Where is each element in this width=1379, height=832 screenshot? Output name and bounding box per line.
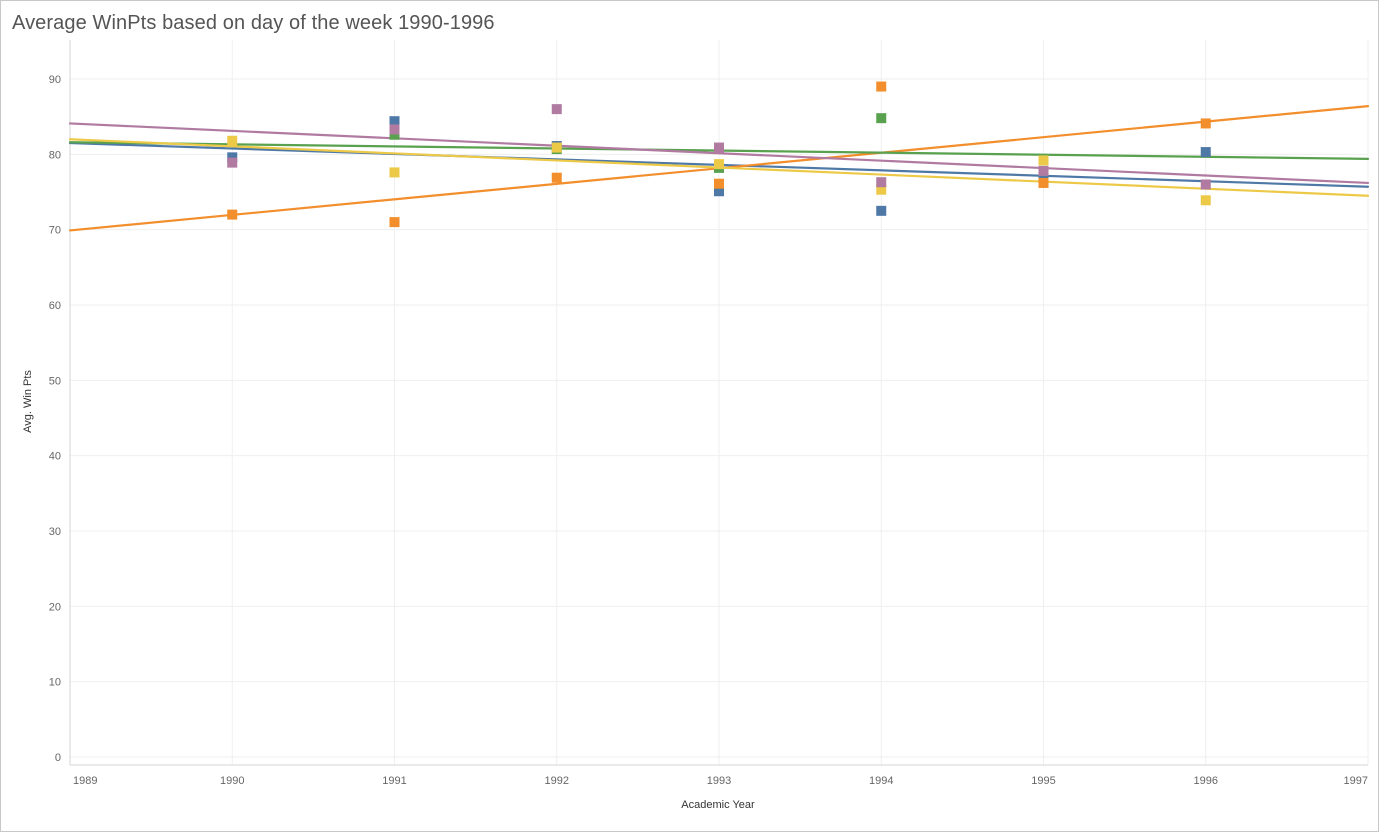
x-tick-label: 1993 <box>707 775 731 787</box>
data-point[interactable] <box>1200 179 1211 190</box>
data-point[interactable] <box>876 81 887 92</box>
x-tick-label: 1989 <box>73 775 97 787</box>
x-tick-label: 1991 <box>382 775 406 787</box>
data-point[interactable] <box>714 142 724 153</box>
data-point[interactable] <box>714 159 724 170</box>
data-point[interactable] <box>876 113 887 124</box>
data-point[interactable] <box>227 209 238 220</box>
data-point[interactable] <box>389 116 400 127</box>
data-point[interactable] <box>714 178 724 189</box>
data-point[interactable] <box>227 152 238 163</box>
x-axis-title: Academic Year <box>681 799 755 811</box>
x-tick-label: 1992 <box>545 775 569 787</box>
y-tick-label: 10 <box>49 677 61 689</box>
axes <box>69 40 1368 766</box>
y-tick-label: 40 <box>49 451 61 463</box>
data-point[interactable] <box>876 177 887 188</box>
data-point[interactable] <box>1200 147 1211 158</box>
gridlines <box>70 40 1369 765</box>
data-point[interactable] <box>1200 195 1211 206</box>
data-point[interactable] <box>227 135 238 146</box>
tick-labels: 0 10 20 30 40 50 60 70 80 90 1989 1990 1991 1992 1993 1… <box>49 74 1368 787</box>
x-tick-label: 1997 <box>1344 775 1368 787</box>
y-tick-label: 0 <box>55 752 61 764</box>
y-tick-label: 60 <box>49 300 61 312</box>
data-point[interactable] <box>551 104 562 115</box>
data-point[interactable] <box>876 184 887 195</box>
x-tick-label: 1995 <box>1031 775 1055 787</box>
data-point[interactable] <box>389 167 400 178</box>
data-point[interactable] <box>389 129 400 140</box>
data-point[interactable] <box>1038 155 1049 166</box>
trend-line <box>68 122 1370 185</box>
y-tick-label: 50 <box>49 375 61 387</box>
y-tick-label: 80 <box>49 149 61 161</box>
data-point[interactable] <box>876 205 887 216</box>
x-tick-label: 1990 <box>220 775 244 787</box>
data-point[interactable] <box>551 142 562 153</box>
data-point[interactable] <box>1200 118 1211 129</box>
data-point[interactable] <box>1038 165 1049 176</box>
data-point[interactable] <box>1038 177 1049 188</box>
y-tick-label: 70 <box>49 225 61 237</box>
y-axis-title: Avg. Win Pts <box>22 370 34 433</box>
x-tick-label: 1994 <box>869 775 893 787</box>
x-tick-label: 1996 <box>1194 775 1218 787</box>
chart-title: Average WinPts based on day of the week … <box>12 12 495 34</box>
y-tick-label: 30 <box>49 526 61 538</box>
data-point[interactable] <box>551 172 562 183</box>
y-tick-label: 20 <box>49 601 61 613</box>
data-point[interactable] <box>714 186 724 197</box>
data-points[interactable] <box>227 81 1211 228</box>
y-tick-label: 90 <box>49 74 61 86</box>
data-point[interactable] <box>389 217 400 228</box>
data-point[interactable] <box>389 124 400 135</box>
data-point[interactable] <box>227 157 238 168</box>
